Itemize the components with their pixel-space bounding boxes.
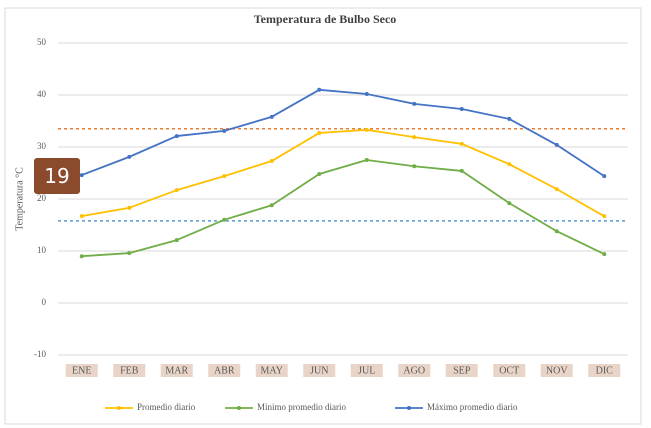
legend-marker [237,406,241,410]
data-point [364,127,369,132]
data-point [317,172,322,177]
x-tick-label: DIC [596,365,614,376]
legend-marker [407,406,411,410]
badge: 19 [34,158,80,194]
chart-border [4,7,642,425]
x-label-highlight [113,364,146,377]
data-point [507,201,512,206]
x-tick-label: OCT [499,365,519,376]
data-point [459,107,464,112]
x-label-highlight [255,364,288,377]
y-tick-label: 50 [37,37,47,47]
data-point [79,214,84,219]
y-tick-label: 10 [37,245,47,255]
data-point [412,135,417,140]
series-line [81,88,605,177]
x-tick-label: NOV [546,365,568,376]
data-point [174,238,179,243]
legend-marker [117,406,121,410]
data-point [269,159,274,164]
data-point [459,168,464,173]
x-label-highlight [588,364,621,377]
x-label-highlight [160,364,193,377]
data-point [174,134,179,139]
x-tick-label: FEB [120,365,139,376]
data-point [507,116,512,121]
data-point [364,91,369,96]
data-point [602,214,607,219]
y-tick-label: 0 [42,297,47,307]
x-tick-label: ABR [214,365,235,376]
x-label-highlight [303,364,336,377]
x-tick-label: JUN [310,365,328,376]
data-point [127,154,132,159]
data-point [602,174,607,179]
legend-label: Promedio diario [137,402,196,412]
x-label-highlight [65,364,98,377]
x-label-highlight [540,364,573,377]
data-point [602,252,607,257]
x-tick-label: ENE [72,365,91,376]
data-point [222,174,227,179]
data-point [412,164,417,169]
y-axis-label: Temperatura °C [14,167,25,231]
data-point [507,162,512,167]
chart-title: Temperatura de Bulbo Seco [254,12,397,26]
x-tick-label: JUL [358,365,375,376]
x-tick-label: MAR [165,365,188,376]
data-point [127,251,132,256]
x-label-highlight [350,364,383,377]
data-point [554,142,559,147]
y-tick-label: 20 [37,193,47,203]
y-tick-label: 40 [37,89,47,99]
series-line [81,128,605,218]
x-tick-label: SEP [453,365,471,376]
data-point [174,188,179,193]
data-point [222,128,227,133]
data-point [127,205,132,210]
data-point [269,114,274,119]
x-label-highlight [398,364,431,377]
y-tick-label: 30 [37,141,47,151]
data-point [79,173,84,178]
x-tick-label: MAY [261,365,283,376]
legend-label: Máximo promedio diario [427,402,518,412]
data-point [554,187,559,192]
data-point [554,229,559,234]
data-point [412,101,417,106]
data-point [459,141,464,146]
data-point [222,217,227,222]
legend-label: Mínimo promedio diario [257,402,346,412]
y-tick-label: -10 [34,349,46,359]
x-label-highlight [493,364,526,377]
data-point [269,203,274,208]
data-point [364,158,369,162]
data-point [79,254,84,259]
data-point [317,87,322,92]
x-label-highlight [445,364,478,377]
data-point [317,130,322,135]
x-label-highlight [208,364,241,377]
series-line [81,159,605,258]
x-tick-label: AGO [403,365,425,376]
